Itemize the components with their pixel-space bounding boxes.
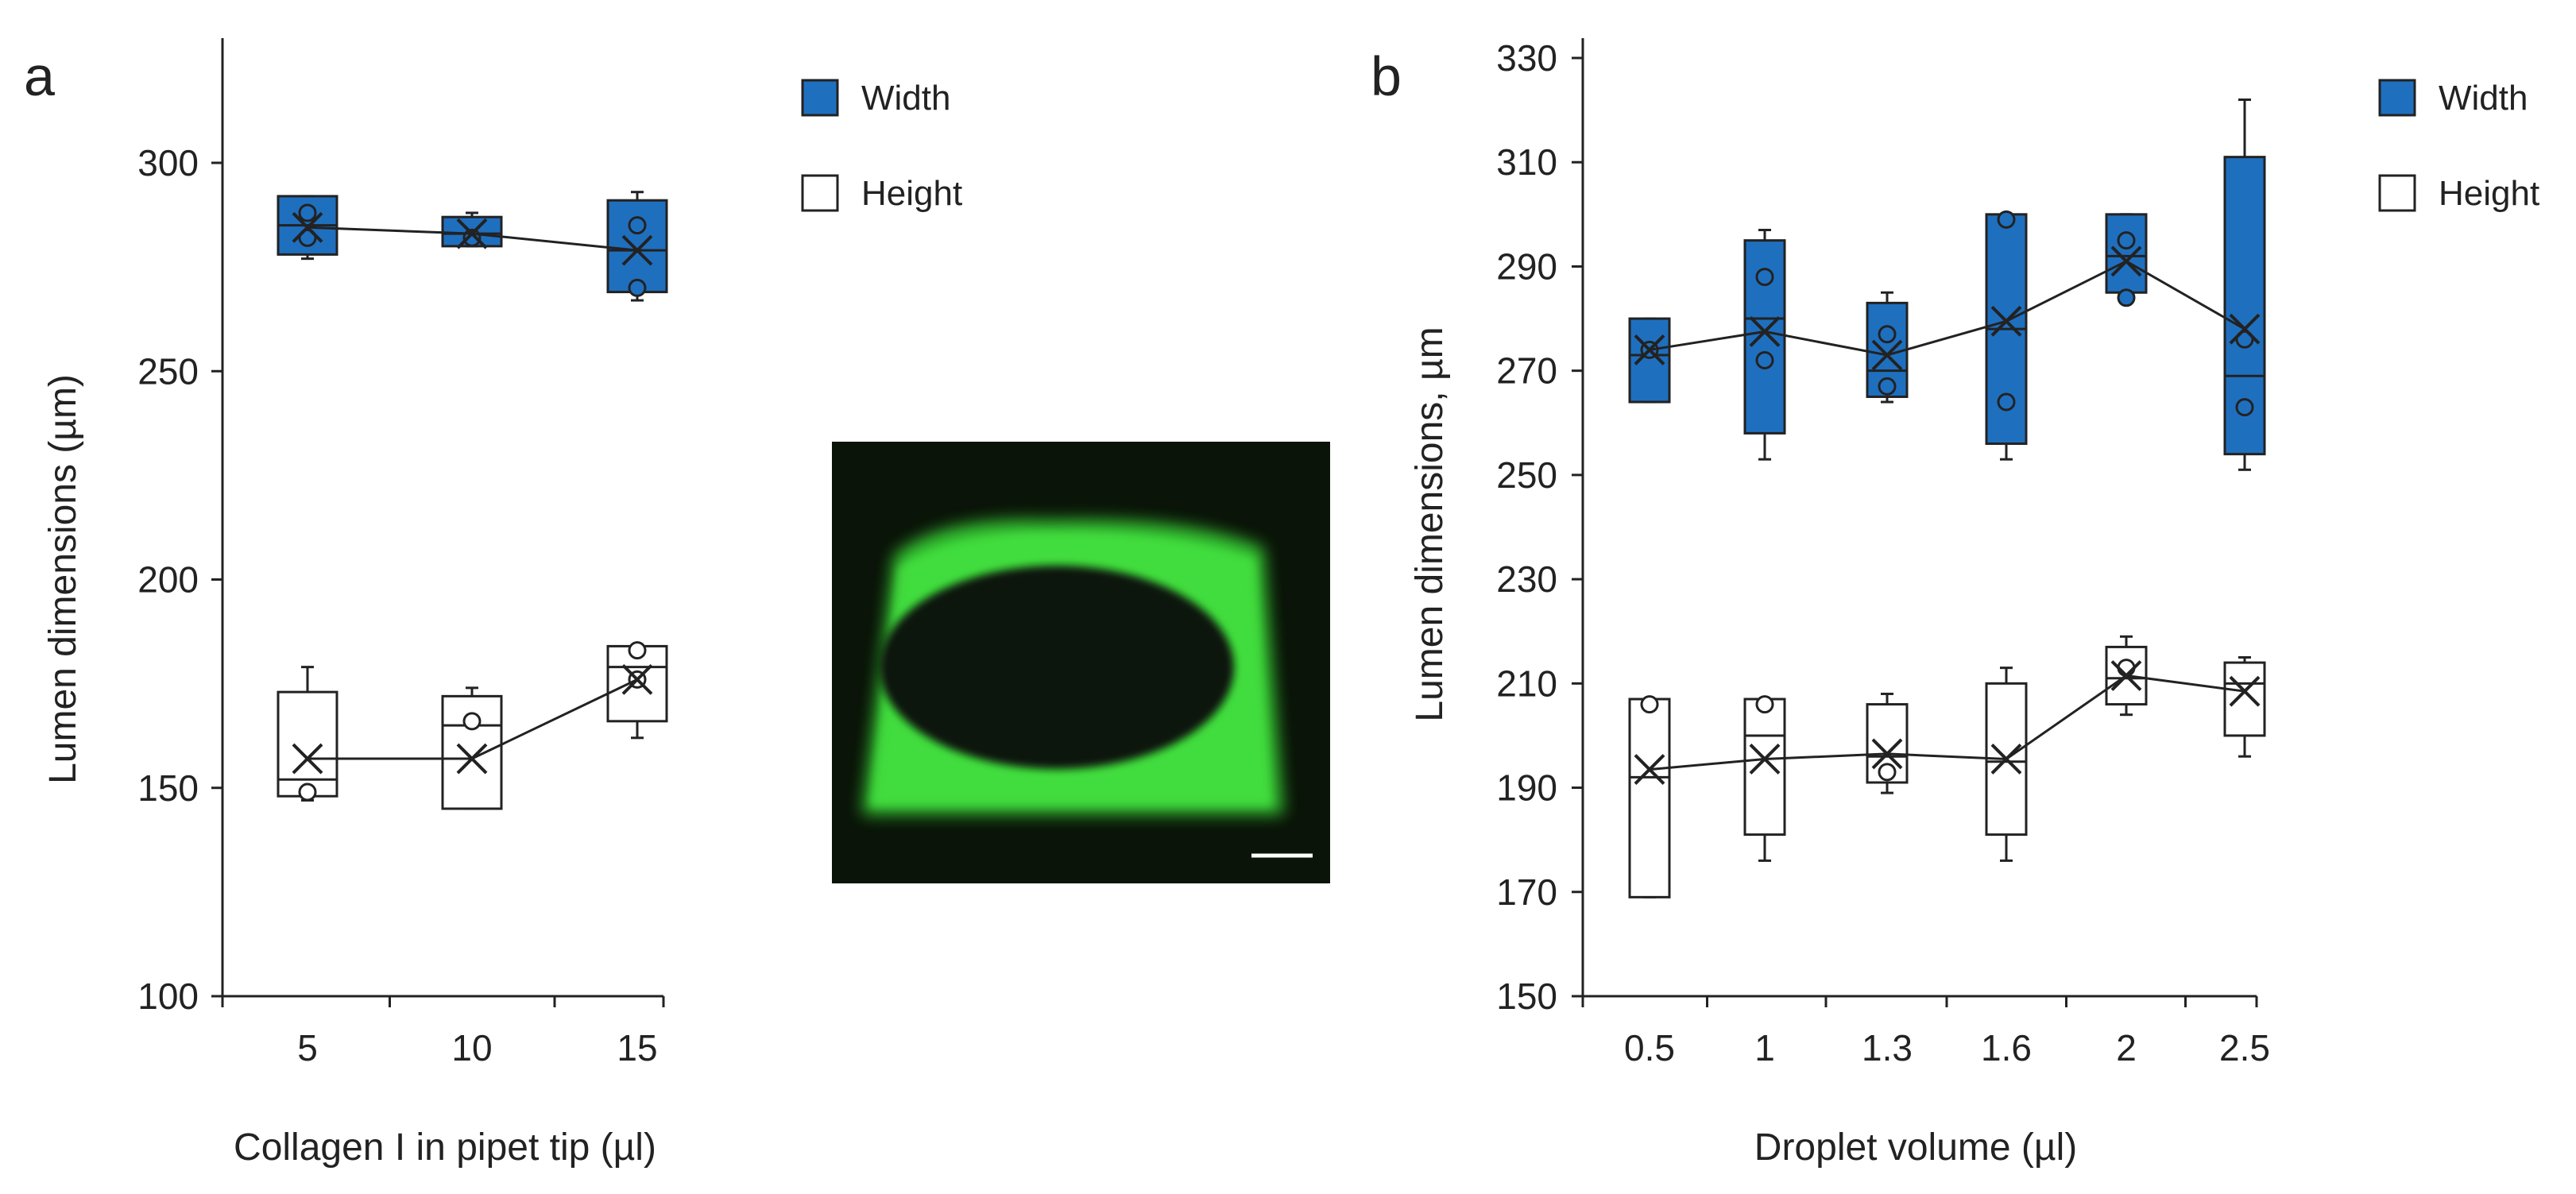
x-tick-label: 2.5 (2219, 1027, 2270, 1068)
legend-swatch (801, 79, 839, 117)
x-tick-label: 0.5 (1624, 1027, 1675, 1068)
data-point (2117, 288, 2136, 307)
x-tick-label: 1 (1754, 1027, 1775, 1068)
x-tick-label: 5 (297, 1027, 318, 1068)
box (2105, 213, 2148, 294)
microscopy-image (832, 442, 1330, 883)
data-point (2117, 231, 2136, 250)
panel-b: b 150 170 190 210 230 250 270 290 310 330 0.5 1 1.3 1.… (1371, 37, 2539, 1169)
box (2223, 661, 2266, 737)
mean-marker (1871, 738, 1903, 770)
data-point (1640, 695, 1659, 714)
legend-swatch (2378, 174, 2416, 212)
mean-marker (456, 743, 488, 775)
y-tick-label: 250 (137, 350, 199, 392)
panel-letter: b (1371, 45, 1402, 107)
data-point (2235, 330, 2254, 349)
lumen-cavity (880, 566, 1234, 769)
mean-marker (1871, 339, 1903, 371)
y-tick-label: 250 (1496, 454, 1557, 496)
x-axis-title: Droplet volume (µl) (1754, 1126, 2077, 1169)
data-point (298, 203, 317, 222)
data-point (1997, 210, 2016, 229)
box (1628, 317, 1671, 404)
legend-label: Width (2439, 79, 2528, 118)
data-point (1878, 377, 1897, 396)
y-tick-label: 190 (1496, 767, 1557, 809)
mean-marker (1990, 305, 2022, 337)
x-tick-label: 15 (617, 1027, 657, 1068)
data-point (628, 641, 647, 660)
data-point (298, 782, 317, 802)
box (1628, 697, 1671, 898)
y-tick-label: 270 (1496, 350, 1557, 392)
data-point (628, 278, 647, 297)
mean-marker (1749, 744, 1781, 775)
legend-label: Height (2439, 174, 2539, 213)
series-height (277, 641, 668, 810)
x-axis-title: Collagen I in pipet tip (µl) (234, 1126, 656, 1169)
y-tick-label: 200 (137, 559, 199, 601)
y-tick-label: 150 (1496, 976, 1557, 1017)
data-point (1755, 695, 1774, 714)
y-axis-title: Lumen dimensions, µm (1409, 327, 1451, 721)
data-point (1755, 351, 1774, 370)
legend-label: Height (861, 174, 962, 213)
legend-label: Width (861, 79, 950, 118)
box (1743, 697, 1786, 837)
mean-marker (1634, 754, 1665, 786)
y-tick-label: 230 (1496, 558, 1557, 600)
mean-line (1649, 674, 2245, 771)
y-tick-label: 290 (1496, 245, 1557, 287)
y-tick-label: 210 (1496, 663, 1557, 704)
data-point (1997, 392, 2016, 412)
data-point (1878, 325, 1897, 344)
y-tick-label: 330 (1496, 37, 1557, 79)
mean-marker (1749, 316, 1781, 347)
mean-marker (2110, 660, 2142, 691)
x-tick-label: 10 (451, 1027, 492, 1068)
series-width (277, 191, 668, 302)
data-point (298, 228, 317, 247)
data-point (1755, 268, 1774, 287)
legend-swatch (801, 174, 839, 212)
mean-marker (1990, 744, 2022, 775)
panel-a: a 100 150 200 250 300 5 10 15 Collagen I in pipet… (24, 38, 962, 1169)
y-tick-label: 310 (1496, 141, 1557, 183)
series-width (1628, 98, 2266, 471)
y-tick-label: 150 (137, 767, 199, 809)
mean-marker (1634, 334, 1665, 365)
legend: Width Height (2378, 79, 2539, 213)
mean-marker (2229, 313, 2261, 345)
y-tick-label: 100 (137, 976, 199, 1017)
box (1866, 301, 1909, 398)
x-tick-label: 1.6 (1981, 1027, 2032, 1068)
mean-marker (456, 218, 488, 249)
series-height (1628, 635, 2266, 898)
mean-marker (2110, 245, 2142, 277)
mean-line (1649, 260, 2245, 357)
mean-marker (2229, 675, 2261, 707)
mean-marker (621, 663, 653, 695)
data-point (462, 712, 482, 731)
y-tick-label: 300 (137, 142, 199, 184)
mean-marker (292, 211, 323, 243)
data-point (628, 216, 647, 235)
x-tick-label: 2 (2116, 1027, 2137, 1068)
y-axis-title: Lumen dimensions (µm) (42, 374, 84, 784)
x-tick-label: 1.3 (1862, 1027, 1913, 1068)
mean-marker (621, 234, 653, 266)
mean-marker (292, 743, 323, 775)
y-tick-label: 170 (1496, 871, 1557, 913)
panel-letter: a (24, 45, 55, 107)
legend-swatch (2378, 79, 2416, 117)
data-point (1878, 763, 1897, 782)
data-point (2235, 398, 2254, 417)
legend: Width Height (801, 79, 962, 213)
box (606, 199, 668, 294)
data-point (2117, 659, 2136, 678)
